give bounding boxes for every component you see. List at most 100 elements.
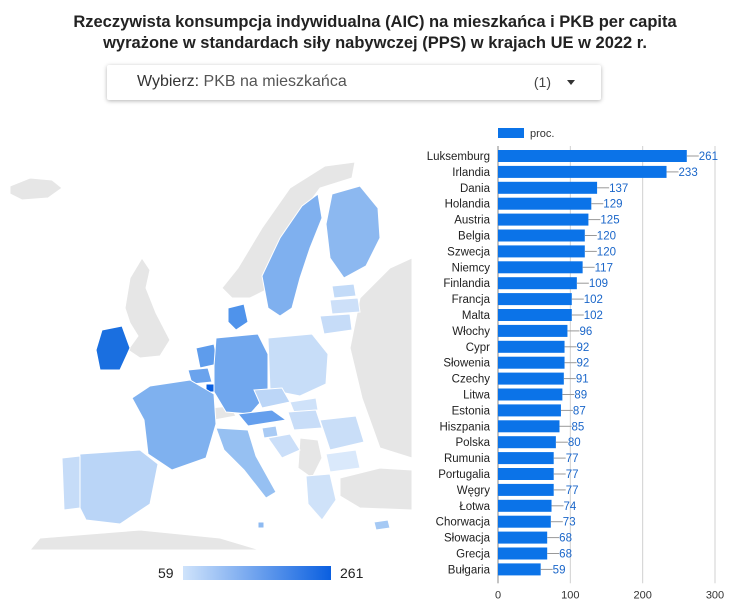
data-label: 102 (584, 294, 603, 306)
x-tick-label: 0 (495, 589, 501, 600)
data-label: 91 (576, 374, 589, 386)
data-label: 80 (568, 437, 581, 449)
map-austria (237, 409, 288, 427)
bar (498, 483, 554, 496)
bar (498, 436, 556, 449)
bar (498, 388, 563, 401)
data-label: 68 (559, 533, 572, 545)
category-label: Luksemburg (427, 151, 490, 163)
category-label: Łotwa (459, 501, 490, 513)
selector-value: PKB na mieszkańca (203, 73, 347, 90)
bar (498, 197, 592, 210)
legend-swatch (498, 128, 524, 138)
chart-title: Rzeczywista konsumpcja indywidualna (AIC… (0, 12, 750, 54)
bar (498, 293, 572, 306)
data-label: 96 (579, 326, 592, 338)
bar (498, 340, 565, 353)
map-estonia (331, 283, 357, 299)
map-lithuania (319, 313, 353, 335)
category-label: Portugalia (438, 469, 490, 481)
data-label: 120 (597, 246, 616, 258)
data-label: 102 (584, 310, 603, 322)
bar (498, 563, 541, 576)
map-sweden (261, 193, 323, 317)
dropdown-arrow-icon[interactable] (567, 80, 575, 85)
x-tick-label: 100 (561, 589, 579, 600)
data-label: 87 (573, 405, 586, 417)
x-tick-label: 200 (633, 589, 651, 600)
selector-count: (1) (533, 74, 551, 90)
category-label: Cypr (466, 342, 490, 354)
selector-label: Wybierz: PKB na mieszkańca (137, 73, 347, 90)
data-label: 74 (564, 501, 577, 513)
category-label: Malta (462, 310, 491, 322)
map-denmark (227, 303, 249, 331)
scale-max-label: 261 (340, 565, 364, 581)
category-label: Holandia (445, 199, 491, 211)
map-ireland (95, 325, 131, 371)
map-slovakia (289, 397, 319, 413)
bar (498, 277, 577, 290)
bar (498, 531, 548, 544)
bar (498, 261, 583, 274)
category-label: Estonia (452, 405, 491, 417)
map-hungary (287, 409, 323, 431)
data-label: 77 (566, 485, 579, 497)
category-label: Belgia (458, 231, 491, 243)
category-label: Włochy (452, 326, 490, 338)
category-label: Bułgaria (448, 564, 491, 576)
data-label: 109 (589, 278, 608, 290)
category-label: Francja (452, 294, 491, 306)
map-italy (215, 427, 277, 499)
map-portugal (61, 455, 81, 511)
data-label: 77 (566, 453, 579, 465)
bar (498, 372, 564, 385)
map-cyprus (373, 519, 391, 531)
bar (498, 213, 589, 226)
category-label: Polska (455, 437, 490, 449)
data-label: 125 (600, 215, 619, 227)
map-north-africa (29, 529, 261, 550)
map-france (131, 379, 217, 471)
data-label: 59 (553, 564, 566, 576)
bar (498, 150, 687, 162)
data-label: 233 (679, 167, 698, 179)
indicator-selector[interactable]: Wybierz: PKB na mieszkańca (1) (107, 65, 601, 100)
data-label: 120 (597, 231, 616, 243)
title-line-1: Rzeczywista konsumpcja indywidualna (AIC… (73, 13, 677, 31)
map-malta (257, 521, 265, 529)
map-romania (319, 415, 365, 451)
map-bulgaria (325, 449, 361, 473)
data-label: 68 (559, 549, 572, 561)
scale-min-label: 59 (158, 565, 174, 581)
map-greece (305, 473, 337, 521)
category-label: Czechy (452, 374, 491, 386)
category-label: Niemcy (452, 262, 491, 274)
category-label: Dania (460, 183, 491, 195)
map-spain (71, 449, 159, 525)
bar (498, 547, 548, 560)
map-turkey (339, 467, 412, 511)
category-label: Słowenia (443, 358, 490, 370)
map-balkans-noneu (297, 437, 323, 479)
europe-map (9, 161, 412, 550)
category-label: Słowacja (444, 533, 491, 545)
bar (498, 165, 667, 178)
map-croatia (267, 433, 301, 459)
data-label: 85 (571, 421, 584, 433)
data-label: 92 (577, 342, 590, 354)
data-label: 129 (603, 199, 622, 211)
bar-chart: proc. 0 100 200 300 Luksemburg 261 Irlandia 233 D… (427, 128, 724, 600)
map-iceland (9, 177, 63, 201)
map-poland (267, 333, 329, 397)
category-label: Grecja (456, 549, 490, 561)
data-label: 89 (574, 390, 587, 402)
bar (498, 499, 552, 512)
bar (498, 309, 572, 321)
x-tick-label: 300 (706, 589, 724, 600)
bar (498, 404, 561, 417)
data-label: 77 (566, 469, 579, 481)
color-scale-bar (183, 566, 331, 580)
title-line-2: wyrażone w standardach siły nabywczej (P… (103, 34, 647, 52)
category-label: Węgry (457, 485, 490, 497)
